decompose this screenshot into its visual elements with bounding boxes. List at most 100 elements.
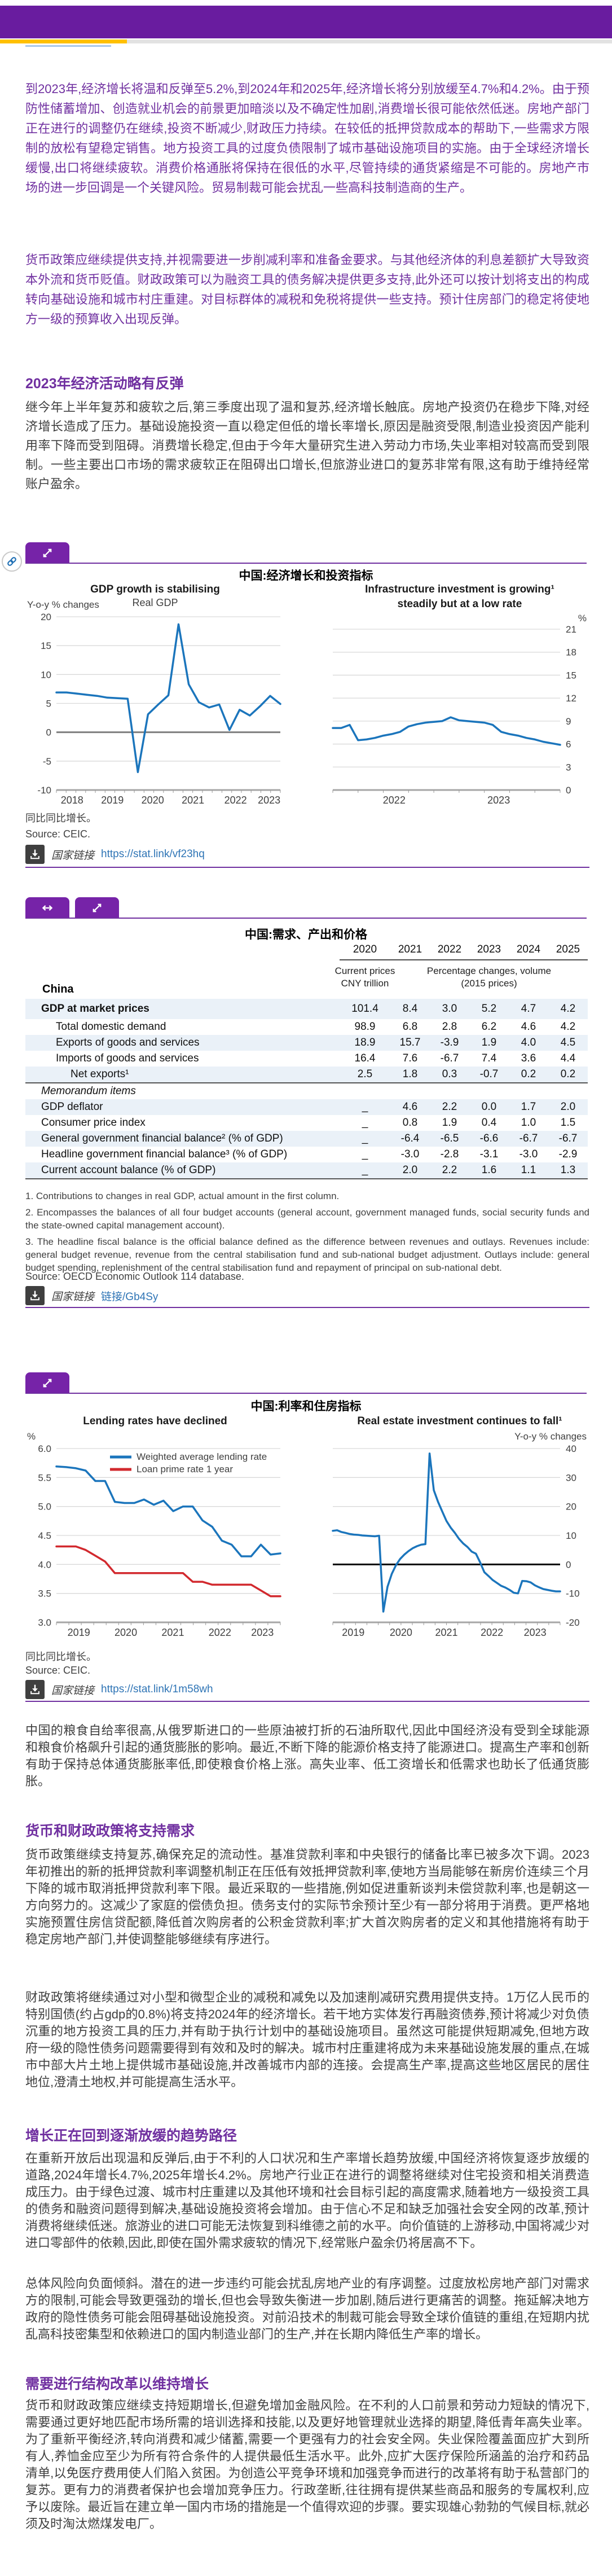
table-cell: 4.6 bbox=[402, 1101, 418, 1113]
table-cell: _ bbox=[362, 1164, 368, 1176]
chart-gdp-growth: -10 -5 0 5 10 15 20 2018 2019 2020 2021 2022 2023 bbox=[37, 612, 281, 806]
table-cell: -3.0 bbox=[519, 1148, 538, 1160]
table-cell: 2.0 bbox=[560, 1101, 576, 1113]
share-link-icon[interactable] bbox=[2, 551, 22, 572]
paragraph-structural: 货币和财政政策应继续支持短期增长,但避免增加金融风险。在不利的人口前景和劳动力短… bbox=[25, 2398, 589, 2531]
table-cell: 4.5 bbox=[560, 1037, 576, 1048]
chart-real-estate-investment: -20 -10 0 10 20 30 40 2019 2020 2021 2022 2023 bbox=[332, 1443, 580, 1638]
table-cell: -0.7 bbox=[479, 1068, 499, 1080]
table-cell: -3.0 bbox=[400, 1148, 420, 1160]
table-cell: 4.6 bbox=[521, 1021, 536, 1033]
x-tick-label: 2020 bbox=[390, 1627, 412, 1638]
y-tick-label: 3 bbox=[566, 762, 571, 773]
section-heading-trend: 增长正在回到逐渐放缓的趋势路径 bbox=[25, 2128, 237, 2144]
table-year-headers: 2020 2021 2022 2023 2024 2025 bbox=[340, 943, 588, 956]
table-cell: 7.4 bbox=[481, 1052, 497, 1064]
x-tick-label: 2022 bbox=[383, 795, 406, 806]
statlink-url[interactable]: https://stat.link/vf23hq bbox=[101, 848, 205, 860]
table-cell: 0.4 bbox=[481, 1117, 497, 1129]
table-cell: 0.2 bbox=[521, 1068, 536, 1080]
intro-paragraph-1: 到2023年,经济增长将温和反弹至5.2%,到2024年和2025年,经济增长将… bbox=[25, 82, 589, 195]
table-swap-tab[interactable] bbox=[25, 897, 69, 919]
table-cell: 4.4 bbox=[560, 1052, 576, 1064]
table-cell: 1.9 bbox=[481, 1037, 497, 1048]
chart-gdp-yaxis-label: Y-o-y % changes bbox=[27, 599, 99, 610]
year-header: 2023 bbox=[477, 943, 501, 955]
y-tick-label: 15 bbox=[41, 640, 51, 651]
figure2-note: 同比同比增长。 bbox=[25, 1651, 96, 1662]
chart-infrastructure-investment: 0 3 6 9 12 15 18 21 2022 2023 bbox=[332, 624, 576, 806]
section-heading-policy: 货币和财政政策将支持需求 bbox=[25, 1823, 195, 1839]
y-tick-label: -10 bbox=[566, 1588, 580, 1599]
table-header-rule bbox=[340, 959, 588, 960]
table-expand-tab[interactable] bbox=[75, 897, 119, 919]
paragraph-outlook: 在重新开放后出现温和反弹后,由于不利的人口状况和生产率增长趋势放缓,中国经济将恢… bbox=[25, 2151, 589, 2250]
table-cell: 1.7 bbox=[521, 1101, 536, 1113]
x-tick-label: 2022 bbox=[481, 1627, 503, 1638]
horizontal-arrows-icon bbox=[42, 905, 53, 911]
table-cell: 1.0 bbox=[521, 1117, 536, 1129]
download-icon[interactable] bbox=[25, 1680, 45, 1699]
y-tick-label: 4.5 bbox=[38, 1530, 51, 1541]
y-tick-label: 9 bbox=[566, 716, 571, 727]
x-tick-label: 2023 bbox=[251, 1627, 274, 1638]
table-cell: -2.9 bbox=[558, 1148, 578, 1160]
x-tick-label: 2020 bbox=[115, 1627, 137, 1638]
table-footnote: 3. The headline fiscal balance is the of… bbox=[25, 1236, 589, 1273]
title-underline bbox=[25, 45, 111, 47]
table-row-label: Imports of goods and services bbox=[56, 1052, 199, 1064]
section-heading-reform: 需要进行结构改革以维持增长 bbox=[25, 2376, 209, 2392]
table-cell: _ bbox=[362, 1148, 368, 1160]
x-tick-label: 2021 bbox=[435, 1627, 457, 1638]
table-row: Consumer price index _ 0.8 1.9 0.4 1.0 1.5 bbox=[25, 1115, 588, 1131]
chart-realestate-title: Real estate investment continues to fall… bbox=[357, 1415, 562, 1427]
year-header: 2021 bbox=[398, 943, 422, 955]
year-header: 2024 bbox=[516, 943, 541, 955]
y-tick-label: 3.0 bbox=[38, 1617, 51, 1628]
table-row-label: GDP deflator bbox=[41, 1101, 103, 1113]
figure2-expand-tab[interactable] bbox=[25, 1372, 69, 1394]
col-rest-header-line2: (2015 prices) bbox=[461, 978, 517, 989]
download-icon[interactable] bbox=[25, 845, 45, 864]
table-cell: 0.2 bbox=[560, 1068, 576, 1080]
chart-infra-title-line2: steadily but at a low rate bbox=[397, 598, 522, 610]
table-cell: -6.6 bbox=[479, 1133, 499, 1144]
table-row: GDP deflator _ 4.6 2.2 0.0 1.7 2.0 bbox=[25, 1099, 588, 1115]
figure1-title: 中国:经济增长和投资指标 bbox=[239, 569, 373, 582]
y-tick-label: 6.0 bbox=[38, 1443, 51, 1454]
table-cell: 1.8 bbox=[402, 1068, 418, 1080]
table-cell: 5.2 bbox=[481, 1003, 497, 1015]
table-cell: 8.4 bbox=[402, 1003, 418, 1015]
statlink-label: 国家链接 bbox=[51, 1684, 95, 1697]
y-tick-label: 3.5 bbox=[38, 1588, 51, 1599]
y-tick-label: 30 bbox=[566, 1472, 576, 1483]
statlink-url[interactable]: https://stat.link/1m58wh bbox=[101, 1683, 213, 1695]
x-tick-label: 2023 bbox=[487, 795, 510, 806]
figure2-title: 中国:利率和住房指标 bbox=[250, 1400, 362, 1413]
y-tick-label: 20 bbox=[566, 1502, 576, 1512]
paragraph-fiscal: 财政政策将继续通过对小型和微型企业的减税和减免以及加速削减研究费用提供支持。1万… bbox=[25, 1990, 589, 2089]
table-cell: -6.7 bbox=[519, 1133, 538, 1144]
x-tick-label: 2022 bbox=[224, 795, 247, 806]
download-icon[interactable] bbox=[25, 1286, 45, 1305]
x-tick-label: 2019 bbox=[101, 795, 124, 806]
statlink-url[interactable]: 链接/Gb4Sy bbox=[101, 1291, 158, 1303]
figure2-source: Source: CEIC. bbox=[25, 1665, 91, 1676]
figure1-expand-tab[interactable] bbox=[25, 542, 69, 564]
table-source: Source: OECD Economic Outlook 114 databa… bbox=[25, 1271, 244, 1282]
table-cell: 16.4 bbox=[354, 1052, 376, 1064]
data-line bbox=[55, 1465, 281, 1557]
table-cell: 2.2 bbox=[442, 1101, 457, 1113]
table-row-label: Total domestic demand bbox=[56, 1021, 166, 1033]
table-cell: 101.4 bbox=[351, 1003, 378, 1015]
data-line bbox=[332, 716, 561, 746]
table-cell: 18.9 bbox=[354, 1037, 376, 1048]
table-cell: 2.2 bbox=[442, 1164, 457, 1176]
table-row: Net exports¹ 2.5 1.8 0.3 -0.7 0.2 0.2 bbox=[25, 1067, 588, 1083]
y-tick-label: 0 bbox=[566, 1559, 571, 1570]
col1-header-line2: CNY trillion bbox=[341, 978, 389, 989]
table-cell: -2.8 bbox=[440, 1148, 459, 1160]
table-row: Exports of goods and services 18.9 15.7 -3.… bbox=[25, 1035, 588, 1051]
x-tick-label: 2023 bbox=[524, 1627, 547, 1638]
